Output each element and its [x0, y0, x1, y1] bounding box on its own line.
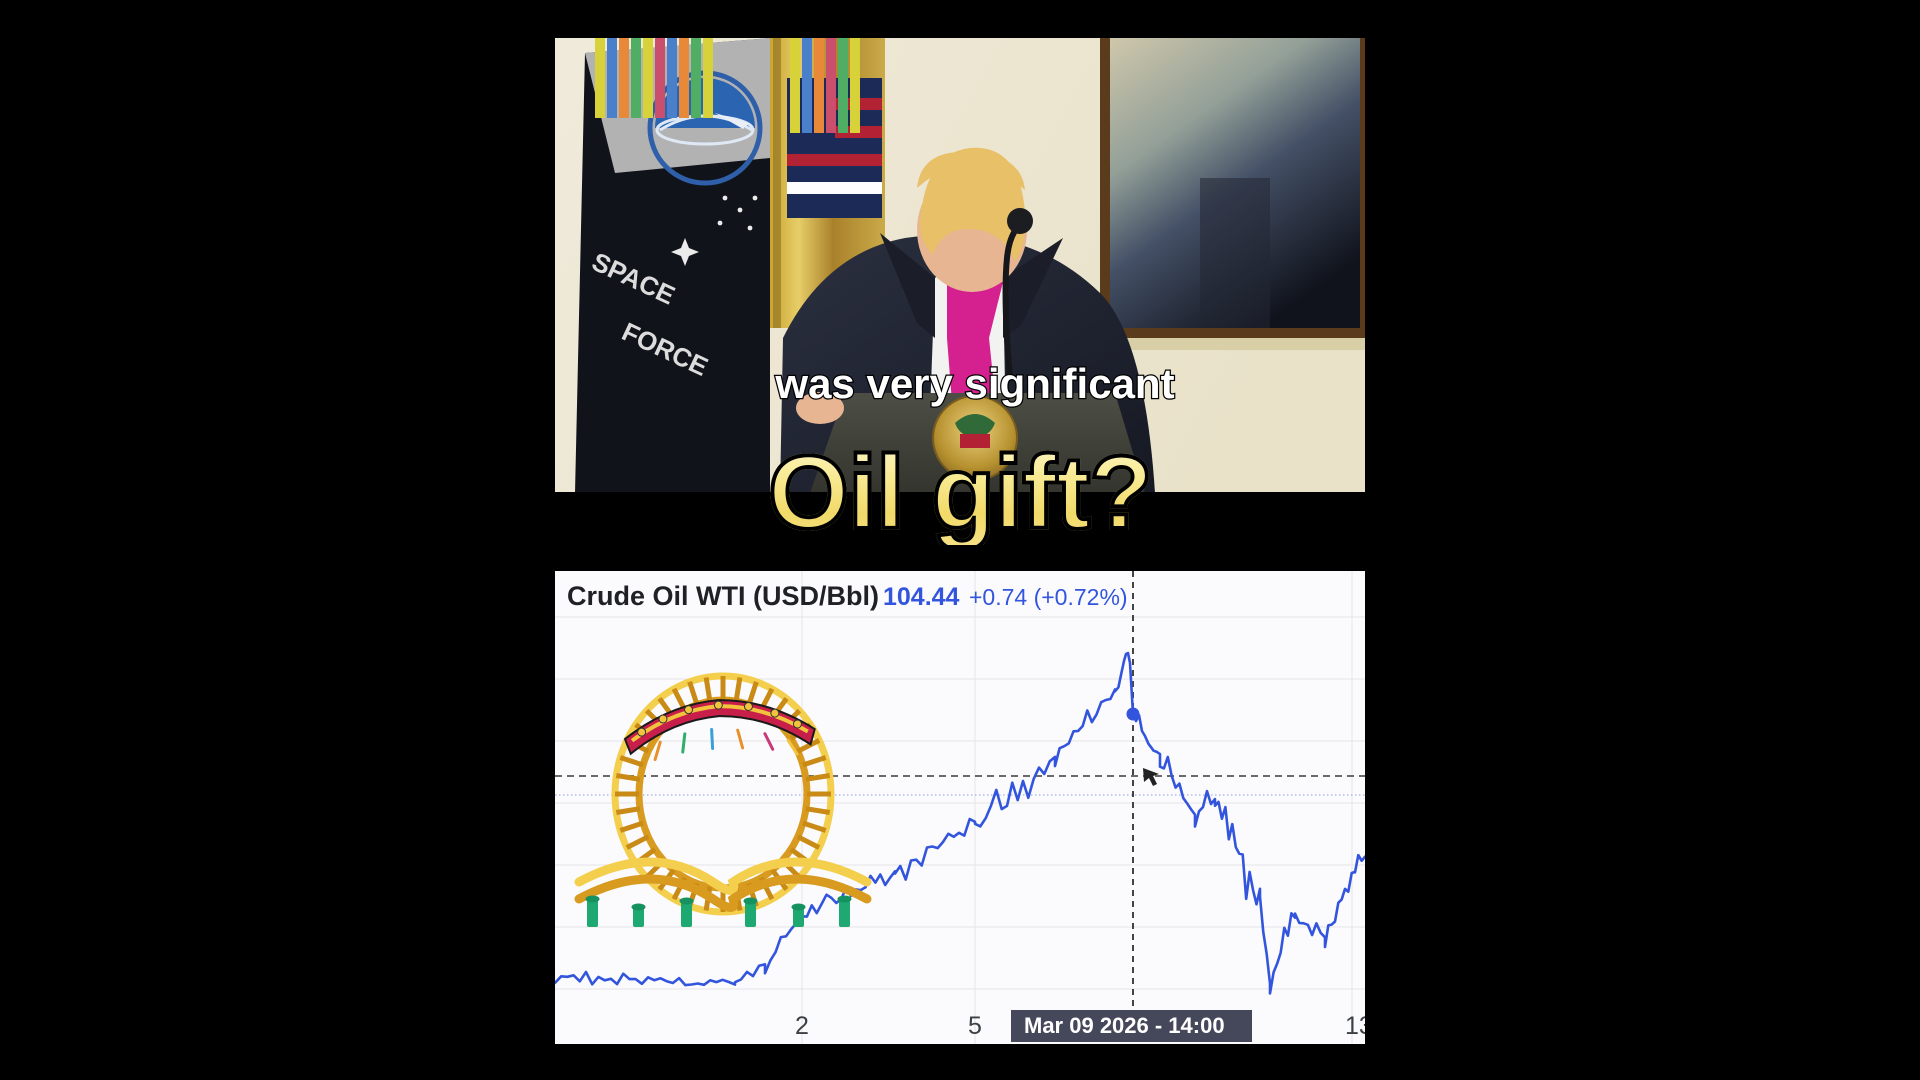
- svg-text:Mar 09 2026 - 14:00: Mar 09 2026 - 14:00: [1024, 1013, 1225, 1038]
- svg-text:13: 13: [1345, 1012, 1365, 1040]
- svg-text:2: 2: [795, 1012, 809, 1040]
- svg-text:104.44: 104.44: [883, 583, 960, 611]
- svg-text:+0.74 (+0.72%): +0.74 (+0.72%): [969, 584, 1128, 610]
- svg-text:Crude Oil WTI (USD/Bbl): Crude Oil WTI (USD/Bbl): [567, 581, 879, 611]
- svg-text:5: 5: [968, 1012, 982, 1040]
